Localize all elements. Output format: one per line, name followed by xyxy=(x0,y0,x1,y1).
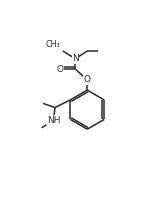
Text: CH₃: CH₃ xyxy=(46,40,61,49)
Text: NH: NH xyxy=(47,116,60,125)
Text: O: O xyxy=(84,75,91,84)
Text: N: N xyxy=(72,54,79,63)
Text: O: O xyxy=(57,65,64,74)
